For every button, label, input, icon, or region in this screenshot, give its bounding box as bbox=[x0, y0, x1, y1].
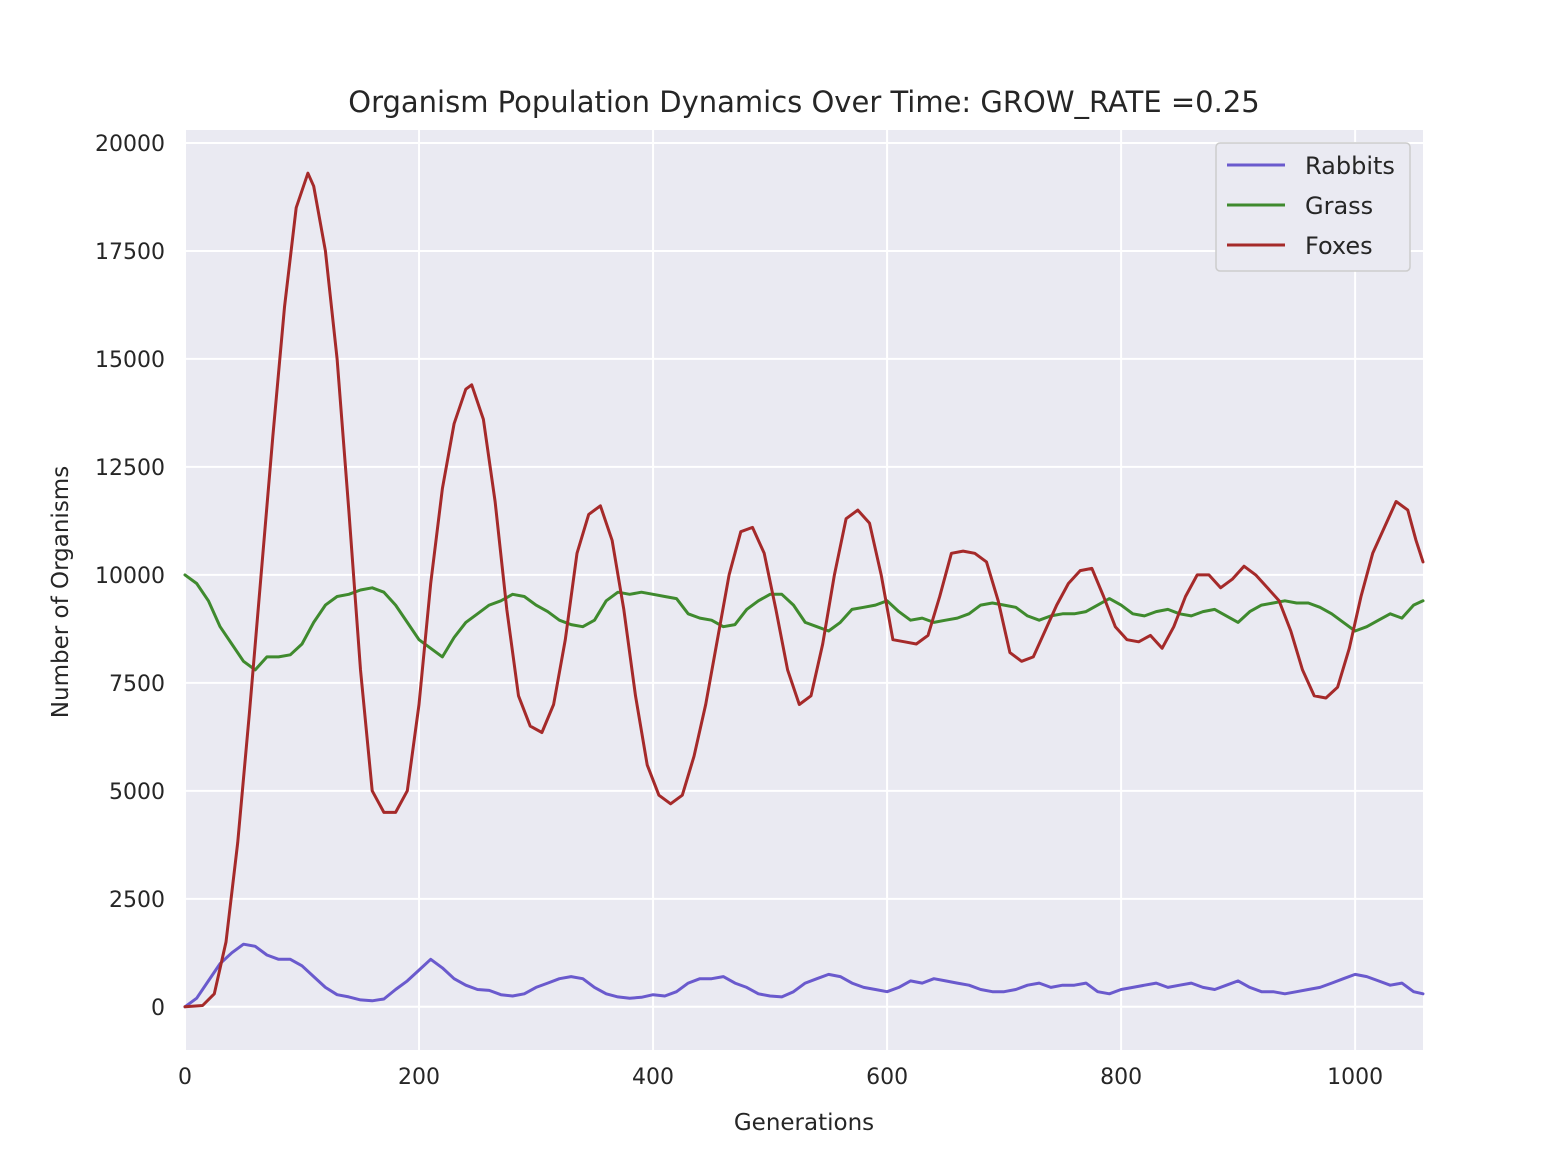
plot-area bbox=[185, 130, 1423, 1050]
series-line-rabbits bbox=[183, 942, 1425, 1009]
legend: Rabbits Grass Foxes bbox=[1215, 142, 1411, 272]
legend-label-grass: Grass bbox=[1305, 192, 1373, 220]
x-tick-labels: 0 200 400 600 800 1000 bbox=[178, 1065, 1383, 1090]
x-tick-label: 600 bbox=[866, 1065, 908, 1090]
series-lines bbox=[183, 171, 1425, 1009]
y-tick-label: 5000 bbox=[109, 780, 165, 805]
grid-lines bbox=[184, 130, 1423, 1050]
x-tick-label: 800 bbox=[1100, 1065, 1142, 1090]
x-tick-label: 200 bbox=[398, 1065, 440, 1090]
y-tick-label: 12500 bbox=[95, 456, 165, 481]
chart-title: Organism Population Dynamics Over Time: … bbox=[348, 85, 1259, 119]
y-tick-label: 10000 bbox=[95, 564, 165, 589]
y-tick-label: 20000 bbox=[95, 132, 165, 157]
x-axis-label: Generations bbox=[734, 1110, 874, 1136]
y-tick-label: 17500 bbox=[95, 240, 165, 265]
x-tick-label: 400 bbox=[632, 1065, 674, 1090]
series-line-grass bbox=[183, 573, 1425, 672]
y-tick-label: 0 bbox=[151, 996, 165, 1021]
y-tick-label: 15000 bbox=[95, 348, 165, 373]
legend-box bbox=[1215, 142, 1411, 272]
x-tick-label: 1000 bbox=[1327, 1065, 1383, 1090]
x-tick-label: 0 bbox=[178, 1065, 192, 1090]
legend-label-foxes: Foxes bbox=[1305, 232, 1373, 260]
y-tick-label: 7500 bbox=[109, 672, 165, 697]
series-line-foxes bbox=[183, 171, 1425, 1009]
y-tick-labels: 0 2500 5000 7500 10000 12500 15000 17500 20000 bbox=[95, 132, 165, 1021]
legend-label-rabbits: Rabbits bbox=[1305, 152, 1395, 180]
y-tick-label: 2500 bbox=[109, 888, 165, 913]
y-axis-label: Number of Organisms bbox=[48, 466, 74, 718]
